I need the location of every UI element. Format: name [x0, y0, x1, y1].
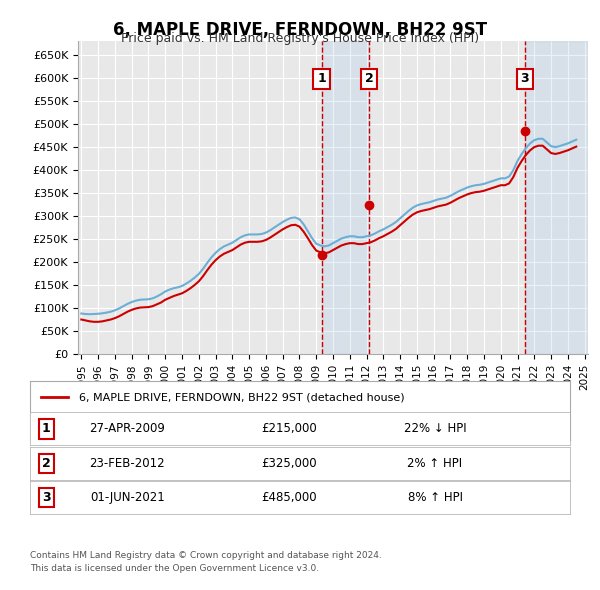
Text: HPI: Average price, detached house, Dorset: HPI: Average price, detached house, Dors…: [79, 418, 322, 428]
Text: Price paid vs. HM Land Registry's House Price Index (HPI): Price paid vs. HM Land Registry's House …: [121, 32, 479, 45]
Text: 22% ↓ HPI: 22% ↓ HPI: [404, 422, 466, 435]
Text: £325,000: £325,000: [262, 457, 317, 470]
Text: 23-FEB-2012: 23-FEB-2012: [89, 457, 165, 470]
Bar: [322, 41, 369, 354]
Text: This data is licensed under the Open Government Licence v3.0.: This data is licensed under the Open Gov…: [30, 564, 319, 573]
Text: Contains HM Land Registry data © Crown copyright and database right 2024.: Contains HM Land Registry data © Crown c…: [30, 551, 382, 560]
Text: 3: 3: [42, 491, 50, 504]
Text: 1: 1: [317, 73, 326, 86]
Bar: [524, 41, 588, 354]
Text: 1: 1: [42, 422, 50, 435]
Text: 2% ↑ HPI: 2% ↑ HPI: [407, 457, 463, 470]
Text: 6, MAPLE DRIVE, FERNDOWN, BH22 9ST (detached house): 6, MAPLE DRIVE, FERNDOWN, BH22 9ST (deta…: [79, 392, 404, 402]
Text: 01-JUN-2021: 01-JUN-2021: [90, 491, 164, 504]
Text: 6, MAPLE DRIVE, FERNDOWN, BH22 9ST: 6, MAPLE DRIVE, FERNDOWN, BH22 9ST: [113, 21, 487, 39]
Text: 3: 3: [520, 73, 529, 86]
Text: £485,000: £485,000: [262, 491, 317, 504]
Text: 2: 2: [42, 457, 50, 470]
Text: 2: 2: [365, 73, 373, 86]
Text: 27-APR-2009: 27-APR-2009: [89, 422, 165, 435]
Text: 8% ↑ HPI: 8% ↑ HPI: [407, 491, 463, 504]
Text: £215,000: £215,000: [262, 422, 317, 435]
